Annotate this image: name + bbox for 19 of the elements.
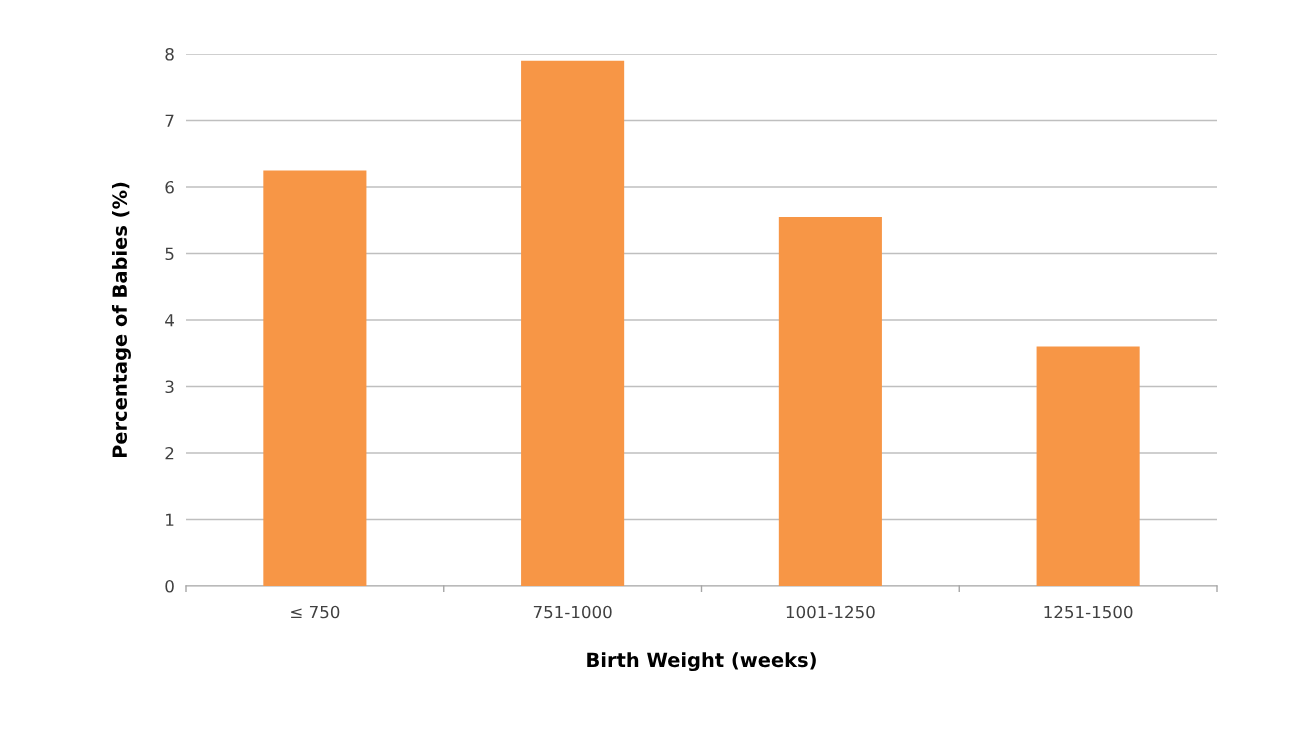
y-tick-label: 7 [165,114,174,127]
y-tick-label: 8 [165,47,174,61]
y-axis-title: Percentage of Babies (%) [111,182,131,458]
x-tick-label: 1001-1250 [786,605,875,619]
bar [778,216,882,586]
x-tick-label: ≤ 750 [291,605,340,619]
y-tick-label: 5 [165,247,174,261]
bar [1036,346,1140,586]
y-tick-label: 3 [165,380,174,394]
y-tick-label: 4 [165,314,174,327]
y-tick-label: 0 [165,579,174,593]
x-axis-title: Birth Weight (weeks) [587,652,816,672]
bar [521,60,625,586]
y-tick-label: 6 [165,180,174,194]
bar [263,170,367,586]
y-tick-label: 2 [165,446,174,460]
y-tick-label: 1 [166,513,174,526]
x-tick-label: 1251-1500 [1044,605,1133,619]
x-tick-label: 751-1000 [533,605,612,619]
